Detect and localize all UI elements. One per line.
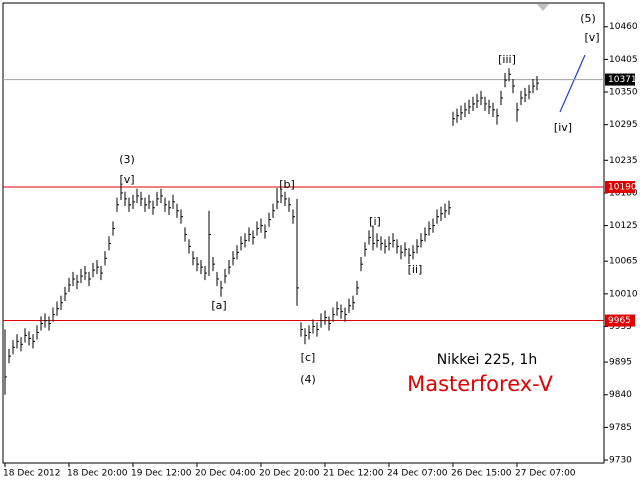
plot-frame [2,2,605,464]
wave-label: (5) [580,12,596,25]
y-tick-label: 9895 [609,358,632,368]
y-tick-label: 10065 [609,257,638,267]
wave-label: [b] [279,178,295,191]
y-tick-label: 9955 [609,322,632,332]
x-tick-label: 20 Dec 20:00 [259,469,320,479]
y-tick-label: 10405 [609,55,638,65]
wave-label: [iii] [498,53,516,66]
wave-label: [i] [369,215,381,228]
level-label: 10371 [608,75,637,85]
wave-label: [a] [211,299,226,312]
wave-label: [v] [119,173,134,186]
x-tick-label: 21 Dec 12:00 [323,469,384,479]
x-tick-label: 26 Dec 15:00 [451,469,512,479]
x-tick-label: 24 Dec 07:00 [387,469,448,479]
y-tick-label: 10295 [609,120,638,130]
y-tick-label: 10125 [609,221,638,231]
wave-label: [v] [584,31,599,44]
y-tick-label: 9730 [609,456,632,466]
x-tick-label: 20 Dec 04:00 [195,469,256,479]
y-tick-label: 10180 [609,188,638,198]
y-tick-label: 10350 [609,88,638,98]
brand: Masterforex-V [407,372,553,396]
x-tick-label: 27 Dec 07:00 [515,469,576,479]
y-tick-label: 9785 [609,423,632,433]
wave-label: [c] [301,351,316,364]
scroll-marker [537,4,549,11]
x-tick-label: 19 Dec 12:00 [131,469,192,479]
level-label-box [605,73,635,86]
level-label: 9965 [608,316,631,326]
y-tick-label: 10010 [609,289,638,299]
wave-label: [iv] [554,121,572,134]
wave-label: (3) [119,153,135,166]
wave-label: [ii] [408,263,423,276]
level-label: 10190 [608,183,637,193]
y-tick-label: 9840 [609,390,632,400]
y-tick-label: 10460 [609,22,638,32]
caption: Nikkei 225, 1h [437,352,537,368]
level-label-box [605,314,635,327]
level-label-box [605,181,635,193]
projection-line [559,54,586,113]
y-tick-label: 10235 [609,156,638,166]
x-tick-label: 18 Dec 2012 [3,469,61,479]
x-tick-label: 18 Dec 20:00 [67,469,128,479]
wave-label: (4) [300,373,316,386]
